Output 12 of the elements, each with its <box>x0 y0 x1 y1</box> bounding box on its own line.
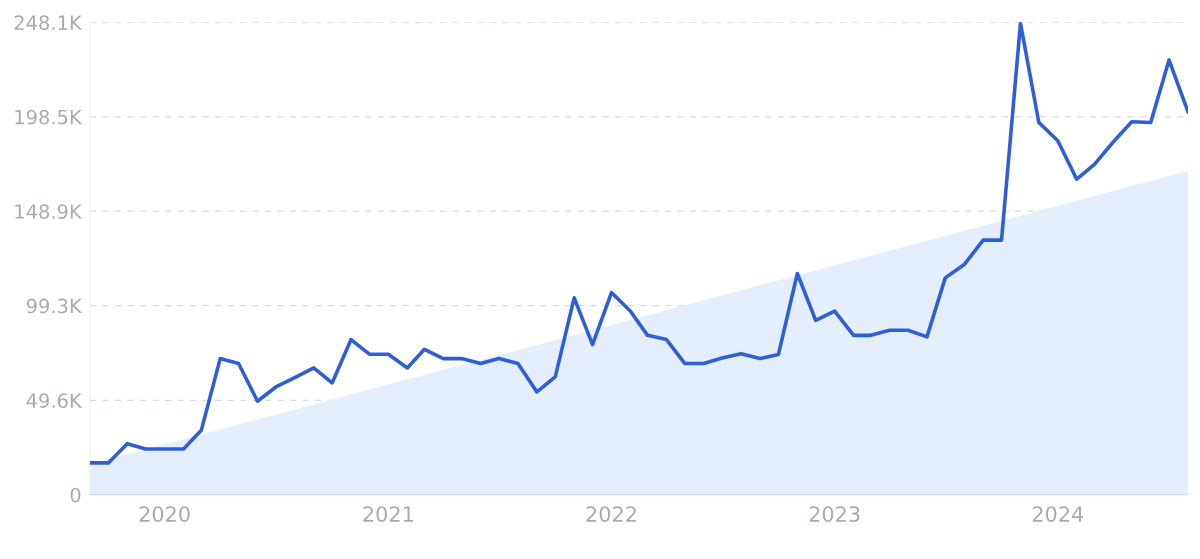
y-tick-label: 0 <box>70 487 81 503</box>
x-tick-label: 2022 <box>586 506 636 522</box>
y-tick-label: 99.3K <box>26 298 83 314</box>
y-tick-label: 198.5K <box>15 109 83 125</box>
line-series <box>90 22 1188 465</box>
y-tick-label: 49.6K <box>26 393 83 408</box>
x-tick-label: 2020 <box>139 506 190 522</box>
x-tick-label: 2021 <box>363 506 413 522</box>
y-tick-label: 148.9K <box>15 204 83 219</box>
y-tick-label: 248.1K <box>14 15 83 31</box>
x-tick-label: 2024 <box>1032 506 1084 522</box>
x-tick-label: 2023 <box>809 506 860 522</box>
